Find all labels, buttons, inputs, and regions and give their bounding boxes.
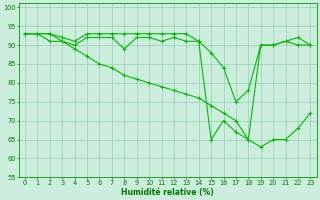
X-axis label: Humidité relative (%): Humidité relative (%) — [121, 188, 214, 197]
